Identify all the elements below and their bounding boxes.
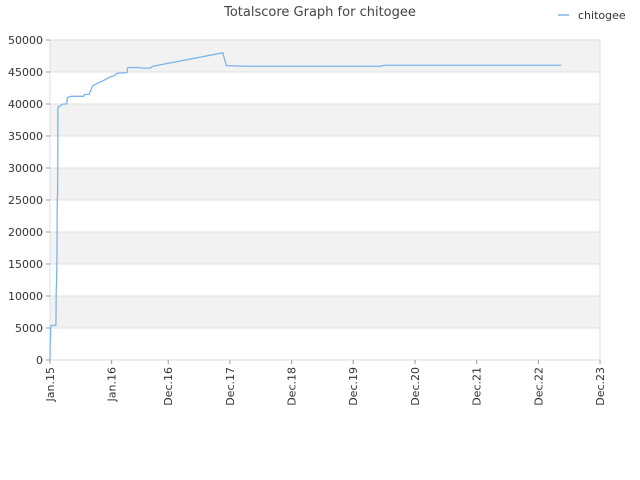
plot-band: [50, 136, 600, 168]
y-tick-label: 15000: [8, 258, 43, 271]
plot-band: [50, 72, 600, 104]
y-tick-label: 35000: [8, 130, 43, 143]
x-tick-label: Dec.23: [594, 367, 607, 406]
legend-label-chitogee: chitogee: [578, 9, 626, 22]
plot-band: [50, 104, 600, 136]
y-tick-label: 50000: [8, 34, 43, 47]
x-tick-label: Jan.15: [44, 367, 57, 402]
y-tick-label: 40000: [8, 98, 43, 111]
legend: chitogee: [558, 9, 626, 22]
x-tick-label: Dec.21: [471, 367, 484, 406]
plot-band: [50, 200, 600, 232]
x-tick-label: Dec.20: [409, 367, 422, 406]
plot-band: [50, 232, 600, 264]
axis-ticks: 0 5000 10000 15000 20000 25000 30000 35000 40000…: [8, 34, 607, 406]
plot-band: [50, 168, 600, 200]
plot-band: [50, 328, 600, 360]
plot-band: [50, 264, 600, 296]
x-tick-label: Dec.16: [162, 367, 175, 406]
series-layer: [49, 52, 562, 361]
x-tick-label: Dec.22: [532, 367, 545, 406]
chart-title: Totalscore Graph for chitogee: [223, 5, 416, 20]
x-tick-label: Dec.18: [286, 367, 299, 406]
y-tick-label: 25000: [8, 194, 43, 207]
x-tick-label: Jan.16: [106, 367, 119, 402]
y-tick-label: 20000: [8, 226, 43, 239]
y-tick-label: 45000: [8, 66, 43, 79]
y-tick-label: 5000: [15, 322, 43, 335]
y-tick-label: 10000: [8, 290, 43, 303]
series-line-chitogee: [49, 52, 562, 361]
x-tick-label: Dec.19: [347, 367, 360, 406]
x-tick-label: Dec.17: [224, 367, 237, 406]
plot-band: [50, 296, 600, 328]
y-tick-label: 30000: [8, 162, 43, 175]
y-tick-label: 0: [36, 354, 43, 367]
